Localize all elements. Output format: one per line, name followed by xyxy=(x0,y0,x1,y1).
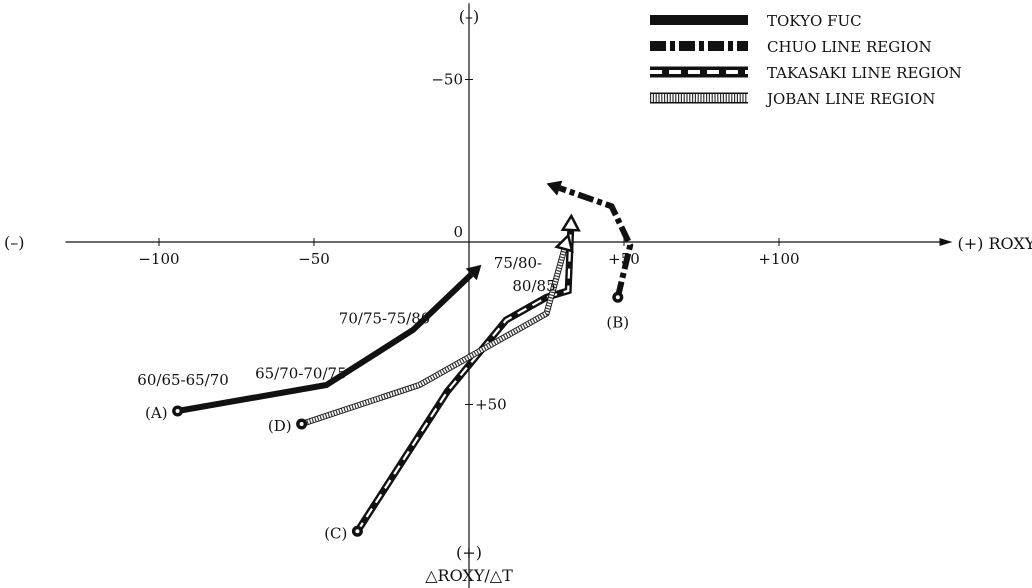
series-line-outer xyxy=(300,248,568,427)
legend-item: JOBAN LINE REGION xyxy=(650,90,935,108)
series-start-label: (C) xyxy=(324,524,347,542)
series-start-label: (B) xyxy=(606,313,629,331)
series-takasaki-line-region: (C) xyxy=(324,213,581,542)
start-marker-center xyxy=(355,529,360,534)
series-line xyxy=(177,272,474,414)
legend-label: JOBAN LINE REGION xyxy=(765,90,935,108)
legend-item: TAKASAKI LINE REGION xyxy=(650,64,962,82)
y-axis-label-line2: △ROXY/△T xyxy=(425,566,513,585)
series-line-inner xyxy=(356,229,572,532)
x-axis-negative-label: (–) xyxy=(4,233,24,252)
arrow-head-icon xyxy=(560,213,581,232)
series-line-outer xyxy=(354,229,575,534)
y-tick-label: +50 xyxy=(475,396,507,414)
series-start-label: (D) xyxy=(268,417,292,435)
x-tick-label: −100 xyxy=(138,250,179,268)
x-axis-label: (+) ROXY xyxy=(958,234,1032,253)
period-annotation: 80/85 xyxy=(512,277,555,295)
arrow-head-icon xyxy=(465,264,482,281)
period-annotation: 65/70-70/75 xyxy=(255,365,347,383)
start-marker-center xyxy=(175,409,180,413)
x-axis-arrow-icon xyxy=(939,238,953,246)
series-line-mid xyxy=(300,248,567,426)
x-tick-label: −50 xyxy=(298,250,330,268)
period-annotation: 60/65-65/70 xyxy=(137,371,229,389)
annotation-layer: 60/65-65/70 65/70-70/75 70/75-75/80 75/80- 8… xyxy=(137,254,555,389)
legend: TOKYO FUC CHUO LINE REGION TAKASAKI LINE R… xyxy=(650,12,962,108)
series-line-hatch xyxy=(300,248,567,426)
axes-layer: (–) (+) ROXY (–) (+) △ROXY/△T 0 −100 −50 +50 +100… xyxy=(4,3,1032,588)
x-tick-label: +100 xyxy=(758,250,799,268)
series-path xyxy=(558,185,634,298)
y-axis-label-line1: (+) xyxy=(456,543,482,562)
legend-label: TAKASAKI LINE REGION xyxy=(767,64,962,82)
series-tokyo-fuc: (A) xyxy=(145,264,482,422)
y-tick-label: −50 xyxy=(431,71,463,89)
series-chuo-line-region: (B) xyxy=(546,180,634,331)
series-path xyxy=(300,248,568,427)
start-marker-center xyxy=(299,422,304,426)
series-line xyxy=(558,185,634,298)
legend-label: CHUO LINE REGION xyxy=(767,38,932,56)
y-axis-negative-label: (–) xyxy=(459,7,479,26)
period-annotation: 75/80- xyxy=(494,254,542,272)
start-marker-center xyxy=(615,295,620,300)
legend-label: TOKYO FUC xyxy=(767,12,862,30)
period-annotation: 70/75-75/80 xyxy=(339,309,431,327)
legend-item: CHUO LINE REGION xyxy=(650,38,932,56)
series-path xyxy=(177,272,474,414)
series-joban-line-region: (D) xyxy=(268,233,574,435)
arrow-head-icon xyxy=(546,180,563,196)
legend-item: TOKYO FUC xyxy=(650,12,862,30)
series-start-label: (A) xyxy=(145,404,168,422)
series-layer: (A) (B) (C) (D) xyxy=(145,180,634,542)
origin-label: 0 xyxy=(453,223,463,241)
arrow-head-icon xyxy=(554,233,574,253)
series-path xyxy=(354,229,575,534)
